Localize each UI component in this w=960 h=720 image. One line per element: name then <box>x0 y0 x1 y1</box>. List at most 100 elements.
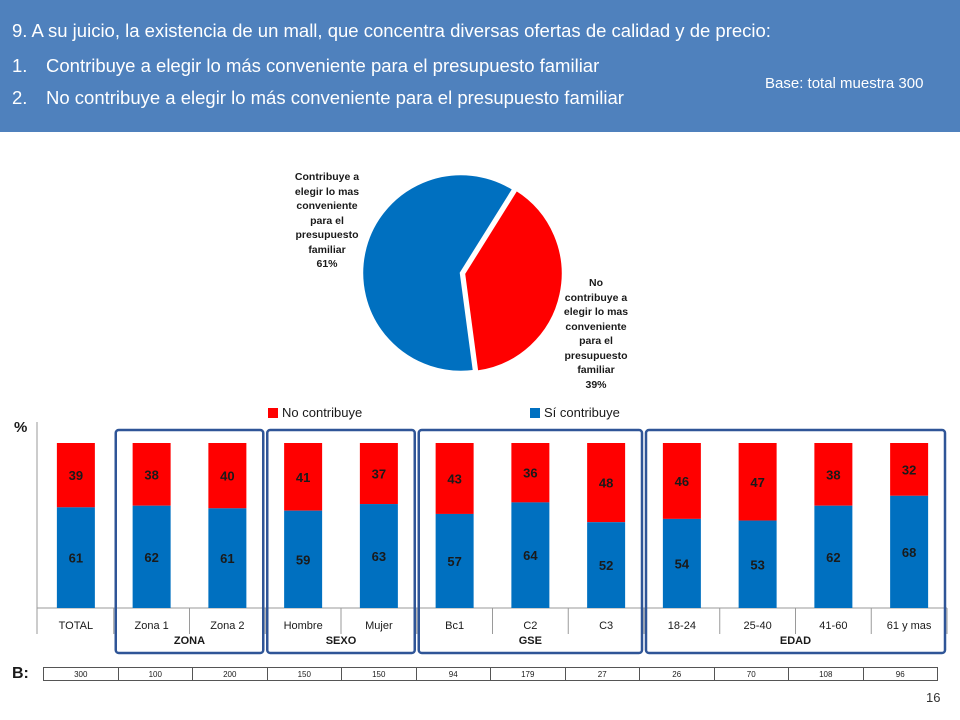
bar-si-3 <box>284 510 323 608</box>
group-label-3: GSE <box>519 635 542 647</box>
data-label-no-5: 43 <box>447 471 461 486</box>
legend-label-si: Sí contribuye <box>544 405 620 420</box>
base-cell-4: 150 <box>341 667 417 681</box>
header-bar: 9. A su juicio, la existencia de un mall… <box>0 0 960 132</box>
option-2-text: No contribuye a elegir lo más convenient… <box>46 87 624 108</box>
group-frame-2 <box>266 428 416 655</box>
base-cell-3: 150 <box>266 667 342 681</box>
legend-si-contribuye: Sí contribuye <box>530 405 620 420</box>
bar-no-2 <box>208 443 247 509</box>
category-label-11: 61 y mas <box>887 620 932 632</box>
data-label-si-6: 64 <box>523 548 538 563</box>
bar-no-3 <box>284 443 323 511</box>
bar-si-9 <box>738 520 777 608</box>
group-label-2: SEXO <box>326 635 357 647</box>
category-label-3: Hombre <box>284 620 323 632</box>
pie-label-line: 61% <box>316 258 338 270</box>
bar-si-6 <box>511 502 550 608</box>
pie-label-contribuye: Contribuye a elegir lo mas conveniente para… <box>286 170 368 272</box>
base-table: 300 100 200 150 150 94 179 27 26 70 108 96 <box>43 667 938 681</box>
base-cell-8: 26 <box>639 667 715 681</box>
bar-no-0 <box>56 443 95 508</box>
data-label-no-1: 38 <box>144 467 158 482</box>
option-1-text: Contribuye a elegir lo más conveniente p… <box>46 55 600 76</box>
bar-no-10 <box>814 443 853 506</box>
legend-label-no: No contribuye <box>282 405 363 420</box>
bar-no-11 <box>890 443 929 496</box>
pie-label-line: No <box>589 277 603 289</box>
bar-no-6 <box>511 443 550 503</box>
data-label-si-9: 53 <box>750 557 764 572</box>
group-label-1: ZONA <box>174 635 205 647</box>
group-label-4: EDAD <box>780 635 811 647</box>
pie-label-line: elegir lo mas <box>563 306 629 318</box>
data-label-si-1: 62 <box>144 550 158 565</box>
base-cell-5: 94 <box>415 667 491 681</box>
bar-si-4 <box>359 504 398 608</box>
pie-slice-contribuye <box>360 172 516 374</box>
data-label-no-3: 41 <box>296 470 310 485</box>
data-label-no-11: 32 <box>902 462 916 477</box>
data-label-si-0: 61 <box>69 551 83 566</box>
option-1-number: 1. <box>12 55 28 76</box>
pie-label-line: Contribuye a <box>294 171 360 183</box>
category-label-8: 18-24 <box>668 620 696 632</box>
data-label-no-2: 40 <box>220 469 234 484</box>
pie-label-line: presupuesto <box>295 229 359 241</box>
base-cell-10: 108 <box>788 667 864 681</box>
data-label-si-11: 68 <box>902 545 916 560</box>
pie-label-line: conveniente <box>565 320 627 333</box>
bar-si-1 <box>132 505 171 608</box>
data-label-si-10: 62 <box>826 550 840 565</box>
bar-si-8 <box>662 518 701 608</box>
base-cell-7: 27 <box>564 667 640 681</box>
pie-label-line: contribuye a <box>564 291 628 304</box>
category-label-5: Bc1 <box>445 620 464 632</box>
legend-no-contribuye: No contribuye <box>268 405 362 420</box>
data-label-si-2: 61 <box>220 551 234 566</box>
question-title: 9. A su juicio, la existencia de un mall… <box>12 20 771 41</box>
data-label-no-10: 38 <box>826 467 840 482</box>
bar-si-10 <box>814 505 853 608</box>
pie-label-line: para el <box>310 214 344 227</box>
category-label-6: C2 <box>523 620 537 632</box>
bar-no-8 <box>662 443 701 519</box>
option-2-number: 2. <box>12 87 28 108</box>
pie-label-no-contribuye: No contribuye a elegir lo mas conveniente pa… <box>560 276 632 392</box>
bar-si-7 <box>587 522 626 608</box>
data-label-no-4: 37 <box>372 467 386 482</box>
category-label-0: TOTAL <box>59 620 93 632</box>
base-cell-2: 200 <box>192 667 268 681</box>
category-label-4: Mujer <box>365 620 393 632</box>
bar-no-5 <box>435 443 474 514</box>
category-label-1: Zona 1 <box>135 620 169 632</box>
data-label-no-9: 47 <box>750 475 764 490</box>
data-label-no-8: 46 <box>675 474 689 489</box>
pie-slice-no-contribuye <box>462 187 565 374</box>
legend-swatch-blue <box>530 408 540 418</box>
legend-swatch-red <box>268 408 278 418</box>
page-number: 16 <box>926 690 941 705</box>
bar-no-9 <box>738 443 777 521</box>
base-cell-0: 300 <box>43 667 119 681</box>
data-label-si-3: 59 <box>296 552 310 567</box>
data-label-si-8: 54 <box>675 556 690 571</box>
base-note: Base: total muestra 300 <box>765 75 924 92</box>
data-label-no-7: 48 <box>599 476 613 491</box>
category-label-10: 41-60 <box>819 620 847 632</box>
base-cell-11: 96 <box>862 667 938 681</box>
data-label-si-4: 63 <box>372 549 386 564</box>
category-label-7: C3 <box>599 620 613 632</box>
base-cell-6: 179 <box>490 667 566 681</box>
pie-label-line: familiar <box>577 364 615 376</box>
data-label-no-0: 39 <box>69 468 83 483</box>
pie-label-line: 39% <box>585 378 607 391</box>
bar-si-5 <box>435 513 474 608</box>
base-cell-9: 70 <box>713 667 789 681</box>
pie-label-line: familiar <box>308 243 346 256</box>
pie-label-line: presupuesto <box>564 349 628 362</box>
data-label-si-5: 57 <box>447 554 461 569</box>
base-cell-1: 100 <box>117 667 193 681</box>
data-label-si-7: 52 <box>599 558 613 573</box>
